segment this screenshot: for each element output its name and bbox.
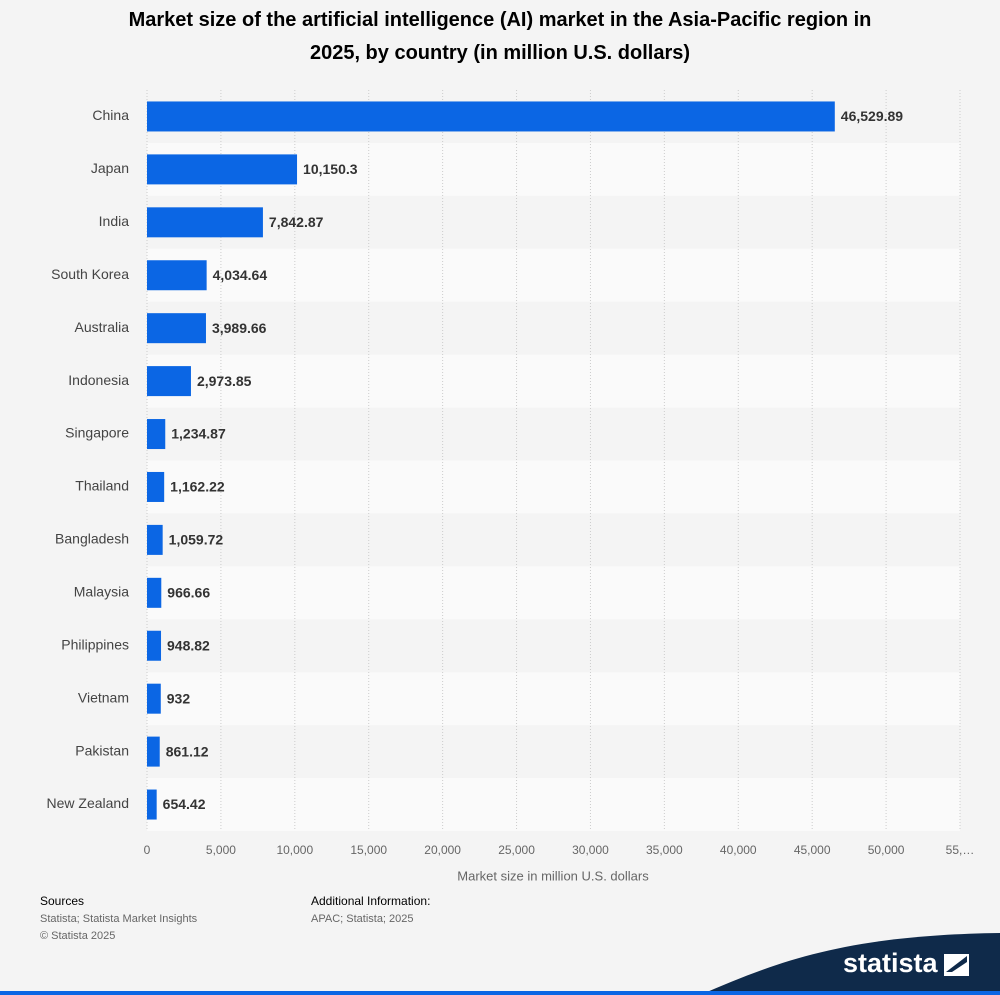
y-tick-label: Thailand xyxy=(75,478,129,494)
value-label: 1,234.87 xyxy=(171,426,226,442)
x-tick-label: 5,000 xyxy=(206,843,236,857)
x-tick-label: 35,000 xyxy=(646,843,683,857)
row-stripe xyxy=(147,248,960,302)
row-stripe xyxy=(147,460,960,514)
value-label: 654.42 xyxy=(163,796,206,812)
y-tick-label: Philippines xyxy=(61,636,129,652)
value-label: 4,034.64 xyxy=(213,267,268,283)
y-tick-label: New Zealand xyxy=(47,795,130,811)
y-tick-label: India xyxy=(99,213,130,229)
bar xyxy=(147,630,162,661)
value-label: 10,150.3 xyxy=(303,161,358,177)
copyright: © Statista 2025 xyxy=(40,930,115,942)
sources-title: Sources xyxy=(40,894,84,908)
x-axis-title: Market size in million U.S. dollars xyxy=(457,868,649,883)
x-tick-label: 45,000 xyxy=(794,843,831,857)
value-label: 1,059.72 xyxy=(169,532,224,548)
logo: statista xyxy=(843,948,939,978)
y-tick-label: Vietnam xyxy=(78,689,129,705)
bar xyxy=(147,789,157,820)
y-tick-label: China xyxy=(92,107,129,123)
y-tick-label: Japan xyxy=(91,160,129,176)
bar xyxy=(147,736,160,767)
value-label: 7,842.87 xyxy=(269,214,324,230)
x-tick-label: 40,000 xyxy=(720,843,757,857)
bar xyxy=(147,313,206,344)
value-label: 2,973.85 xyxy=(197,373,252,389)
x-tick-label: 30,000 xyxy=(572,843,609,857)
bar xyxy=(147,683,161,714)
chart-title: Market size of the artificial intelligen… xyxy=(129,9,872,64)
bar xyxy=(147,366,191,397)
value-label: 46,529.89 xyxy=(841,108,903,124)
x-tick-label: 25,000 xyxy=(498,843,535,857)
y-tick-label: Indonesia xyxy=(68,372,129,388)
bar xyxy=(147,524,163,555)
x-tick-label: 10,000 xyxy=(276,843,313,857)
x-tick-label: 50,000 xyxy=(868,843,905,857)
x-tick-label: 15,000 xyxy=(350,843,387,857)
value-label: 948.82 xyxy=(167,637,210,653)
row-stripe xyxy=(147,778,960,831)
x-tick-label: 20,000 xyxy=(424,843,461,857)
y-tick-label: Pakistan xyxy=(75,742,129,758)
additional-title: Additional Information: xyxy=(311,894,430,908)
row-stripe xyxy=(147,672,960,726)
bar xyxy=(147,207,263,238)
bar xyxy=(147,471,165,502)
y-tick-label: Australia xyxy=(75,319,130,335)
sources-text: Statista; Statista Market Insights xyxy=(40,913,198,925)
additional-text: APAC; Statista; 2025 xyxy=(311,913,414,925)
bar xyxy=(147,419,166,450)
x-tick-label: 0 xyxy=(144,843,151,857)
logo-icon xyxy=(944,954,969,976)
bar xyxy=(147,260,207,291)
y-tick-label: Malaysia xyxy=(74,584,129,600)
plot: 0 5,000 10,000 15,000 20,000 25,000 30,000 35,0… xyxy=(47,90,975,857)
x-tick-label: 55,… xyxy=(946,843,975,857)
value-label: 966.66 xyxy=(167,585,210,601)
value-label: 3,989.66 xyxy=(212,320,267,336)
bar xyxy=(147,577,162,608)
y-tick-label: Singapore xyxy=(65,425,129,441)
value-label: 932 xyxy=(167,690,191,706)
footer-wave xyxy=(700,933,1000,995)
y-tick-label: South Korea xyxy=(51,266,129,282)
bar xyxy=(147,154,298,185)
row-stripe xyxy=(147,354,960,408)
row-stripe xyxy=(147,566,960,620)
value-label: 1,162.22 xyxy=(170,479,225,495)
bar xyxy=(147,101,835,132)
footer-line xyxy=(0,991,1000,995)
y-tick-label: Bangladesh xyxy=(55,531,129,547)
value-label: 861.12 xyxy=(166,743,209,759)
